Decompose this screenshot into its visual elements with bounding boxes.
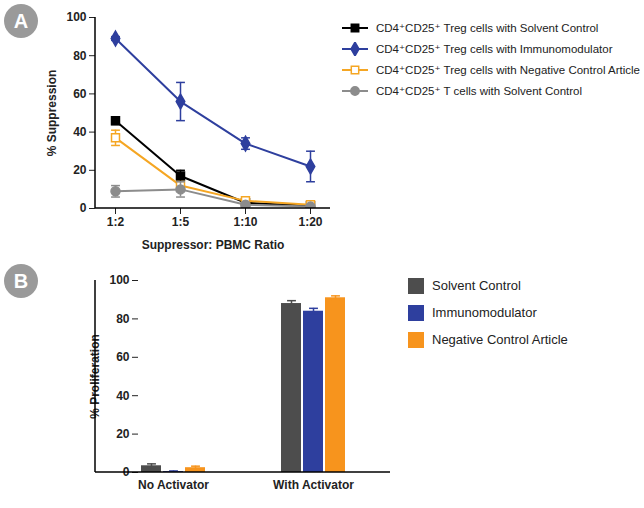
html-text:Immunomodulator: Immunomodulator xyxy=(432,305,537,320)
svg-text:100: 100 xyxy=(109,273,129,287)
svg-text:1:10: 1:10 xyxy=(233,215,257,229)
html-text:CD4⁺CD25⁺ Treg cells with Solv: CD4⁺CD25⁺ Treg cells with Solvent Contro… xyxy=(376,21,599,34)
svg-text:1:20: 1:20 xyxy=(298,215,322,229)
svg-text:% Suppression: % Suppression xyxy=(45,70,59,157)
svg-text:60: 60 xyxy=(116,350,130,364)
html-text:B: B xyxy=(13,269,29,292)
svg-text:20: 20 xyxy=(73,163,87,177)
svg-text:100: 100 xyxy=(66,10,86,24)
svg-text:20: 20 xyxy=(116,427,130,441)
svg-text:With Activator: With Activator xyxy=(273,478,354,492)
svg-text:% Proliferation: % Proliferation xyxy=(88,334,102,419)
svg-text:80: 80 xyxy=(73,49,87,63)
svg-text:40: 40 xyxy=(116,389,130,403)
svg-text:0: 0 xyxy=(80,201,87,215)
svg-text:No Activator: No Activator xyxy=(138,478,209,492)
svg-text:0: 0 xyxy=(122,465,130,480)
html-text:A: A xyxy=(13,9,29,32)
svg-text:80: 80 xyxy=(116,312,130,326)
svg-text:Suppressor: PBMC Ratio: Suppressor: PBMC Ratio xyxy=(142,238,285,252)
svg-text:1:2: 1:2 xyxy=(107,215,125,229)
svg-text:60: 60 xyxy=(73,87,87,101)
html-text:CD4⁺CD25⁺ T cells with Solvent: CD4⁺CD25⁺ T cells with Solvent Control xyxy=(376,84,582,97)
html-text:CD4⁺CD25⁺ Treg cells with Immu: CD4⁺CD25⁺ Treg cells with Immunomodulato… xyxy=(376,42,613,55)
html-text:CD4⁺CD25⁺ Treg cells with Nega: CD4⁺CD25⁺ Treg cells with Negative Contr… xyxy=(376,63,640,76)
html-text:Solvent Control: Solvent Control xyxy=(432,278,521,293)
svg-text:40: 40 xyxy=(73,125,87,139)
svg-text:1:5: 1:5 xyxy=(172,215,190,229)
html-text:Negative Control Article: Negative Control Article xyxy=(432,332,568,347)
